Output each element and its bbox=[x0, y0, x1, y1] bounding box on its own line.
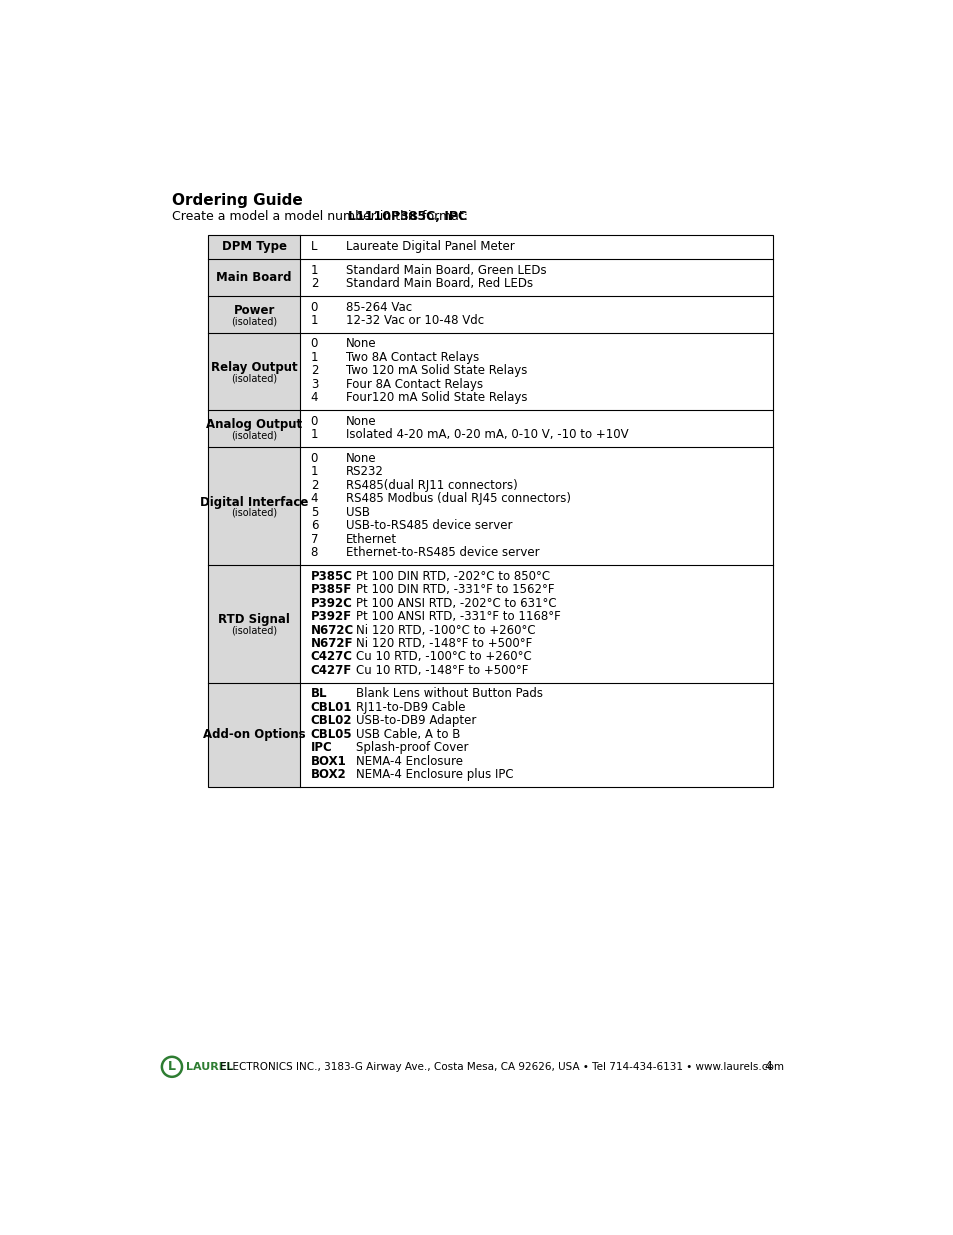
Bar bbox=[208, 332, 299, 410]
Text: Four120 mA Solid State Relays: Four120 mA Solid State Relays bbox=[346, 391, 527, 404]
Text: NEMA-4 Enclosure plus IPC: NEMA-4 Enclosure plus IPC bbox=[355, 768, 513, 782]
Text: 3: 3 bbox=[311, 378, 317, 391]
Text: N672C: N672C bbox=[311, 624, 354, 636]
Text: RS232: RS232 bbox=[346, 466, 384, 478]
Text: 1: 1 bbox=[311, 429, 318, 441]
Text: Standard Main Board, Red LEDs: Standard Main Board, Red LEDs bbox=[346, 277, 533, 290]
Text: Main Board: Main Board bbox=[216, 270, 292, 284]
Bar bbox=[208, 410, 299, 447]
Text: Relay Output: Relay Output bbox=[211, 361, 297, 374]
Text: RJ11-to-DB9 Cable: RJ11-to-DB9 Cable bbox=[355, 701, 465, 714]
Text: L: L bbox=[311, 240, 316, 253]
Text: Pt 100 ANSI RTD, -331°F to 1168°F: Pt 100 ANSI RTD, -331°F to 1168°F bbox=[355, 610, 559, 622]
Text: (isolated): (isolated) bbox=[231, 316, 277, 326]
Text: Pt 100 DIN RTD, -331°F to 1562°F: Pt 100 DIN RTD, -331°F to 1562°F bbox=[355, 583, 554, 597]
Text: LAUREL: LAUREL bbox=[186, 1062, 233, 1072]
Text: 0: 0 bbox=[311, 452, 317, 464]
Text: Digital Interface: Digital Interface bbox=[200, 495, 308, 509]
Text: P392C: P392C bbox=[311, 597, 353, 610]
Text: 1: 1 bbox=[311, 263, 318, 277]
Text: Isolated 4-20 mA, 0-20 mA, 0-10 V, -10 to +10V: Isolated 4-20 mA, 0-20 mA, 0-10 V, -10 t… bbox=[346, 429, 628, 441]
Text: Two 8A Contact Relays: Two 8A Contact Relays bbox=[346, 351, 479, 364]
Text: CBL01: CBL01 bbox=[311, 701, 352, 714]
Text: Add-on Options: Add-on Options bbox=[203, 729, 305, 741]
Text: Splash-proof Cover: Splash-proof Cover bbox=[355, 741, 468, 755]
Text: BL: BL bbox=[311, 688, 327, 700]
Text: CBL05: CBL05 bbox=[311, 727, 352, 741]
Text: Cu 10 RTD, -100°C to +260°C: Cu 10 RTD, -100°C to +260°C bbox=[355, 651, 531, 663]
Text: CBL02: CBL02 bbox=[311, 714, 352, 727]
Text: Four 8A Contact Relays: Four 8A Contact Relays bbox=[346, 378, 483, 391]
Text: Laureate Digital Panel Meter: Laureate Digital Panel Meter bbox=[346, 240, 515, 253]
Text: Ni 120 RTD, -148°F to +500°F: Ni 120 RTD, -148°F to +500°F bbox=[355, 637, 532, 650]
Text: P385F: P385F bbox=[311, 583, 352, 597]
Text: 8: 8 bbox=[311, 546, 317, 559]
Text: 85-264 Vac: 85-264 Vac bbox=[346, 300, 412, 314]
Text: DPM Type: DPM Type bbox=[221, 241, 286, 253]
Text: RS485 Modbus (dual RJ45 connectors): RS485 Modbus (dual RJ45 connectors) bbox=[346, 493, 571, 505]
Bar bbox=[208, 447, 299, 564]
Text: IPC: IPC bbox=[311, 741, 332, 755]
Text: 2: 2 bbox=[311, 277, 318, 290]
Bar bbox=[208, 258, 299, 295]
Text: (isolated): (isolated) bbox=[231, 626, 277, 636]
Text: USB Cable, A to B: USB Cable, A to B bbox=[355, 727, 459, 741]
Text: P385C: P385C bbox=[311, 569, 353, 583]
Text: 1: 1 bbox=[311, 351, 318, 364]
Text: 0: 0 bbox=[311, 337, 317, 351]
Text: USB: USB bbox=[346, 505, 370, 519]
Text: N672F: N672F bbox=[311, 637, 353, 650]
Text: 2: 2 bbox=[311, 364, 318, 378]
Text: None: None bbox=[346, 452, 376, 464]
Bar bbox=[208, 295, 299, 332]
Text: None: None bbox=[346, 415, 376, 427]
Text: Power: Power bbox=[233, 304, 274, 317]
Text: L: L bbox=[168, 1061, 175, 1073]
Text: BOX2: BOX2 bbox=[311, 768, 346, 782]
Text: Blank Lens without Button Pads: Blank Lens without Button Pads bbox=[355, 688, 542, 700]
Text: USB-to-DB9 Adapter: USB-to-DB9 Adapter bbox=[355, 714, 476, 727]
Text: NEMA-4 Enclosure: NEMA-4 Enclosure bbox=[355, 755, 462, 768]
Text: Two 120 mA Solid State Relays: Two 120 mA Solid State Relays bbox=[346, 364, 527, 378]
Text: Ethernet: Ethernet bbox=[346, 532, 397, 546]
Text: RS485(dual RJ11 connectors): RS485(dual RJ11 connectors) bbox=[346, 479, 517, 492]
Text: Pt 100 DIN RTD, -202°C to 850°C: Pt 100 DIN RTD, -202°C to 850°C bbox=[355, 569, 549, 583]
Text: Ethernet-to-RS485 device server: Ethernet-to-RS485 device server bbox=[346, 546, 539, 559]
Text: Standard Main Board, Green LEDs: Standard Main Board, Green LEDs bbox=[346, 263, 546, 277]
Text: P392F: P392F bbox=[311, 610, 352, 622]
Bar bbox=[208, 564, 299, 683]
Text: 12-32 Vac or 10-48 Vdc: 12-32 Vac or 10-48 Vdc bbox=[346, 314, 484, 327]
Text: L1110P385C, IPC: L1110P385C, IPC bbox=[347, 210, 466, 222]
Text: Cu 10 RTD, -148°F to +500°F: Cu 10 RTD, -148°F to +500°F bbox=[355, 664, 527, 677]
Text: Ni 120 RTD, -100°C to +260°C: Ni 120 RTD, -100°C to +260°C bbox=[355, 624, 535, 636]
Text: 4: 4 bbox=[311, 391, 318, 404]
Text: 7: 7 bbox=[311, 532, 318, 546]
Text: 6: 6 bbox=[311, 519, 318, 532]
Text: 4: 4 bbox=[764, 1061, 772, 1073]
Text: 4: 4 bbox=[311, 493, 318, 505]
Text: Ordering Guide: Ordering Guide bbox=[172, 193, 302, 207]
Text: 2: 2 bbox=[311, 479, 318, 492]
Text: ELECTRONICS INC., 3183-G Airway Ave., Costa Mesa, CA 92626, USA • Tel 714-434-61: ELECTRONICS INC., 3183-G Airway Ave., Co… bbox=[216, 1062, 783, 1072]
Text: BOX1: BOX1 bbox=[311, 755, 346, 768]
Text: 0: 0 bbox=[311, 300, 317, 314]
Bar bbox=[208, 235, 772, 787]
Text: (isolated): (isolated) bbox=[231, 431, 277, 441]
Text: (isolated): (isolated) bbox=[231, 373, 277, 383]
Text: Pt 100 ANSI RTD, -202°C to 631°C: Pt 100 ANSI RTD, -202°C to 631°C bbox=[355, 597, 556, 610]
Text: None: None bbox=[346, 337, 376, 351]
Bar bbox=[208, 235, 299, 258]
Text: C427F: C427F bbox=[311, 664, 352, 677]
Text: 1: 1 bbox=[311, 314, 318, 327]
Text: 1: 1 bbox=[311, 466, 318, 478]
Bar bbox=[208, 683, 299, 787]
Text: 5: 5 bbox=[311, 505, 317, 519]
Text: (isolated): (isolated) bbox=[231, 508, 277, 517]
Text: USB-to-RS485 device server: USB-to-RS485 device server bbox=[346, 519, 513, 532]
Text: 0: 0 bbox=[311, 415, 317, 427]
Text: RTD Signal: RTD Signal bbox=[218, 614, 290, 626]
Text: Create a model a model number in this format:: Create a model a model number in this fo… bbox=[172, 210, 472, 222]
Text: C427C: C427C bbox=[311, 651, 353, 663]
Text: Analog Output: Analog Output bbox=[206, 419, 302, 431]
